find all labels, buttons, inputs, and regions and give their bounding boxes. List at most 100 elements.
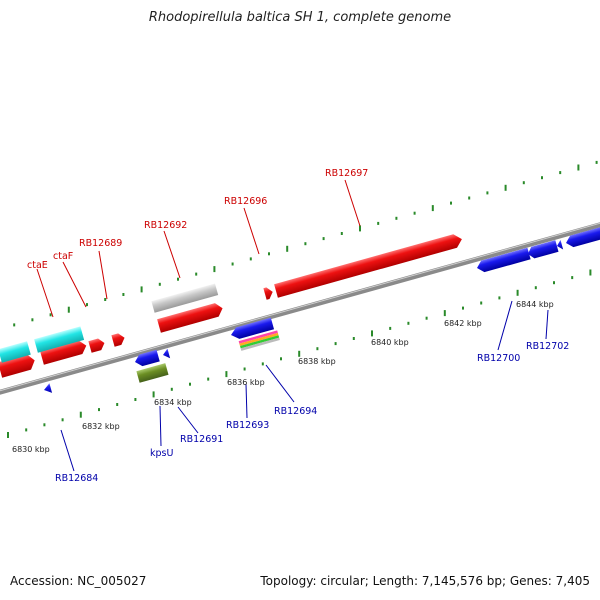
gene-label: kpsU [150, 448, 173, 459]
scale-tick-major [589, 269, 592, 276]
gene-reverse [231, 317, 275, 339]
scale-tick-minor [389, 326, 392, 330]
gene-label: RB12694 [274, 406, 317, 417]
leader-line [243, 207, 260, 255]
label-leader-lines [36, 179, 549, 472]
rna-features [0, 283, 219, 363]
scale-tick-minor [462, 306, 464, 310]
accession-text: Accession: NC_005027 [10, 574, 147, 588]
scale-tick-minor [316, 347, 319, 351]
leader-line [98, 250, 108, 300]
scale-tick-minor [207, 377, 210, 381]
scale-tick-minor [261, 362, 264, 366]
scale-tick-major [225, 371, 228, 378]
scale-tick-minor [340, 232, 343, 235]
gene-forward [40, 340, 87, 365]
gene-forward [111, 333, 125, 347]
gene-label: RB12697 [325, 168, 368, 179]
scale-tick-minor [195, 272, 198, 276]
scale-tick-minor [25, 428, 28, 432]
scale-tick-minor [13, 323, 16, 327]
scale-tick-minor [61, 418, 64, 422]
misc-feature [151, 283, 219, 313]
gene-reverse [163, 348, 171, 359]
scale-tick-minor [177, 277, 179, 281]
rna-stripe-gray [240, 337, 280, 351]
genome-title: Rhodopirellula baltica SH 1, complete ge… [148, 10, 452, 25]
leader-line [245, 383, 248, 419]
scale-tick-minor [468, 196, 471, 200]
leader-line [545, 309, 549, 340]
scale-tick-minor [304, 242, 307, 246]
scale-tick-major [213, 266, 216, 273]
reverse-strand-genes [44, 225, 600, 393]
scale-tick-minor [249, 257, 252, 261]
rna-stripe-pink [238, 330, 278, 344]
scale-tick-major [152, 391, 155, 398]
gene-forward [263, 287, 273, 300]
scale-tick-minor [104, 298, 107, 301]
gene-forward [157, 303, 223, 333]
gene-reverse [44, 383, 53, 393]
scale-label: 6840 kbp [371, 338, 409, 347]
scale-tick-major [371, 330, 373, 337]
scale-tick-minor [170, 387, 173, 391]
scale-tick-minor [116, 403, 119, 406]
scale-tick-major [577, 164, 580, 171]
scale-tick-minor [49, 313, 52, 317]
scale-tick-major [504, 184, 507, 191]
gene-label: RB12696 [224, 196, 267, 207]
genome-backbone [0, 222, 600, 395]
scale-tick-minor [425, 316, 428, 320]
gene-label: ctaF [53, 251, 73, 262]
scale-label: 6830 kbp [12, 445, 50, 454]
scale-tick-minor [98, 408, 100, 412]
leader-line [344, 179, 361, 227]
gene-reverse [477, 247, 531, 273]
scale-tick-minor [498, 296, 501, 300]
leader-line [265, 364, 295, 403]
scale-tick-major [67, 306, 70, 313]
scale-tick-minor [334, 342, 337, 346]
scale-tick-major [7, 432, 9, 438]
scale-tick-minor [541, 176, 543, 180]
scale-tick-minor [522, 181, 525, 185]
olive-feature [136, 363, 169, 383]
gene-reverse [135, 349, 160, 367]
leader-line [60, 429, 75, 472]
gene-label: RB12693 [226, 420, 269, 431]
leader-line [497, 300, 513, 351]
forward-strand-genes [0, 234, 462, 378]
gene-label: RB12689 [79, 238, 122, 249]
scale-tick-minor [450, 201, 452, 205]
scale-tick-major [298, 350, 301, 357]
gene-label: ctaE [27, 260, 48, 271]
scale-tick-minor [322, 237, 325, 241]
gene-label: RB12692 [144, 220, 187, 231]
scale-tick-minor [122, 293, 125, 296]
leader-line [163, 230, 181, 279]
gene-reverse [528, 240, 559, 259]
scale-label: 6838 kbp [298, 357, 336, 366]
scale-tick-minor [377, 221, 380, 225]
scale-tick-major [286, 245, 289, 252]
scale-label: 6834 kbp [154, 398, 192, 407]
rna-stripe-green [240, 335, 280, 349]
leader-line [62, 261, 87, 308]
gene-forward [274, 234, 462, 298]
scale-tick-minor [534, 286, 537, 290]
scale-tick-minor [268, 252, 270, 256]
scale-tick-minor [352, 337, 355, 340]
rna-feature [34, 326, 85, 353]
rna-feature [0, 341, 31, 363]
reverse-gene-labels: RB12684 kpsU RB12691 RB12693 RB12694 RB1… [55, 341, 569, 484]
scale-tick-minor [43, 423, 46, 427]
scale-tick-minor [280, 357, 282, 361]
gene-label: RB12700 [477, 353, 520, 364]
genome-summary-text: Topology: circular; Length: 7,145,576 bp… [260, 574, 590, 588]
scale-tick-minor [243, 367, 246, 371]
scale-tick-minor [413, 211, 416, 215]
gene-label: RB12684 [55, 473, 98, 484]
scale-tick-minor [553, 281, 555, 285]
